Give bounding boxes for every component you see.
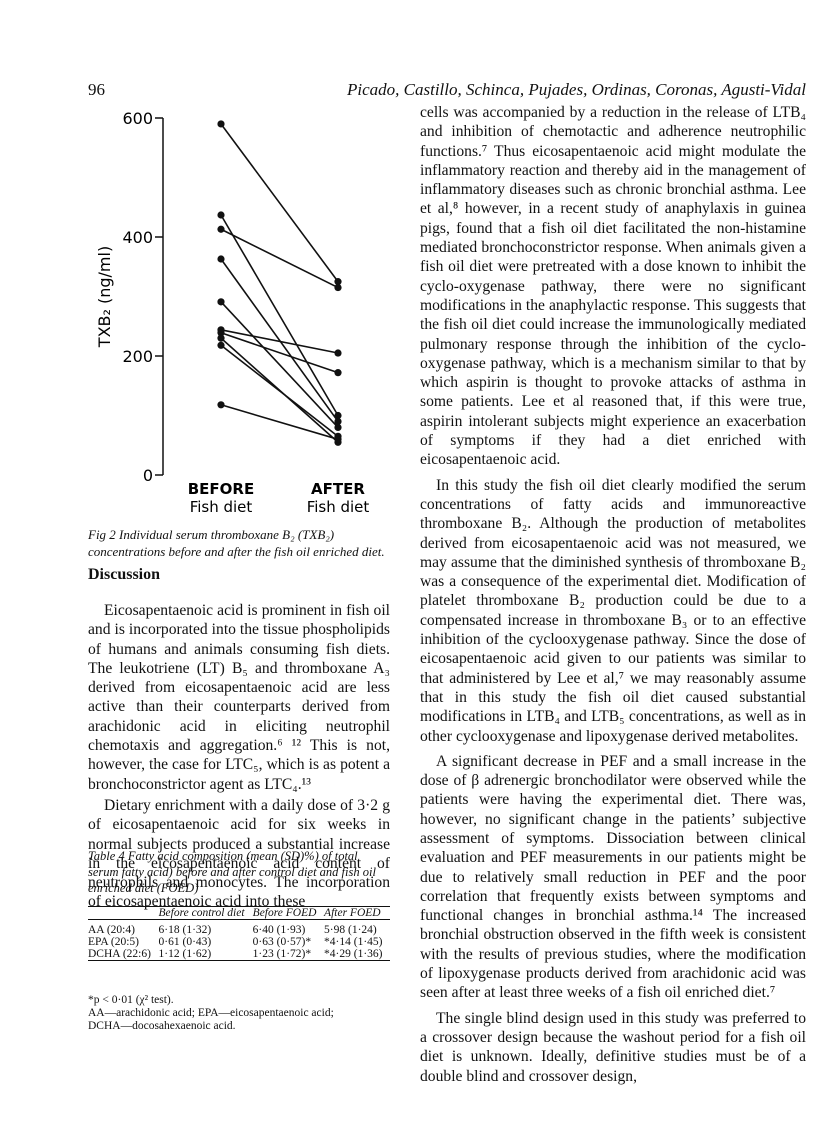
data-point bbox=[217, 120, 225, 128]
x-tick-label: BEFORE bbox=[188, 480, 254, 498]
left-column: Eicosapentaenoic acid is prominent in fi… bbox=[88, 601, 390, 912]
footnote: AA—arachidonic acid; EPA—eicosapentaenoi… bbox=[88, 1007, 334, 1019]
data-point bbox=[334, 423, 342, 431]
table-row: AA (20:4) 6·18 (1·32) 6·40 (1·93) 5·98 (1·2… bbox=[88, 920, 390, 936]
data-point bbox=[334, 283, 342, 292]
data-point bbox=[334, 369, 342, 377]
figure-caption: Fig 2 Individual serum thromboxane B₂ (T… bbox=[88, 527, 385, 559]
table-header-cell: Before FOED bbox=[252, 907, 317, 919]
table-title: Table 4 Fatty acid composition (mean (SD… bbox=[88, 849, 376, 895]
data-point bbox=[334, 278, 342, 286]
running-title: Picado, Castillo, Schinca, Pujades, Ordi… bbox=[347, 80, 806, 99]
data-point bbox=[217, 225, 225, 233]
data-point bbox=[334, 411, 342, 420]
paragraph: Dietary enrichment with a daily dose of … bbox=[88, 796, 390, 911]
data-point bbox=[217, 341, 225, 349]
table-cell: 0·63 (0·57)* bbox=[252, 936, 312, 948]
data-point bbox=[334, 349, 342, 357]
paragraph: cells was accompanied by a reduction in … bbox=[420, 104, 806, 469]
paragraph: In this study the fish oil diet clearly … bbox=[420, 476, 806, 745]
y-axis-label: TXB₂ (ng/ml) bbox=[95, 246, 114, 348]
x-tick-sublabel: Fish diet bbox=[307, 498, 370, 516]
data-point bbox=[217, 334, 225, 342]
table-footnotes: *p < 0·01 (χ² test). AA—arachidonic acid;… bbox=[88, 994, 390, 1033]
right-column: cells was accompanied by a reduction in … bbox=[420, 103, 806, 1086]
data-point bbox=[217, 255, 225, 263]
table-cell: *4·29 (1·36) bbox=[324, 948, 383, 960]
page-number: 96 bbox=[88, 80, 105, 99]
y-tick-label: 600 bbox=[122, 109, 153, 128]
data-point bbox=[334, 417, 342, 426]
table-cell: 1·12 (1·62) bbox=[158, 948, 212, 960]
table-cell: 1·23 (1·72)* bbox=[252, 948, 312, 960]
table-cell: *4·14 (1·45) bbox=[324, 936, 383, 948]
table-header-cell: Before control diet bbox=[158, 907, 245, 919]
table-cell: 6·40 (1·93) bbox=[252, 924, 306, 936]
section-heading: Discussion bbox=[88, 566, 161, 583]
table-header-cell: After FOED bbox=[324, 907, 381, 919]
subject-line bbox=[220, 123, 339, 283]
footnote: DCHA—docosahexaenoic acid. bbox=[88, 1020, 236, 1032]
subject-line bbox=[220, 258, 339, 422]
subject-line bbox=[220, 404, 339, 441]
table-cell: 5·98 (1·24) bbox=[324, 924, 377, 936]
y-tick-label: 400 bbox=[122, 228, 153, 247]
subject-line bbox=[220, 214, 339, 416]
data-point bbox=[217, 211, 225, 219]
data-point bbox=[334, 435, 342, 443]
table-cell: AA (20:4) bbox=[88, 924, 135, 936]
table-cell: 0·61 (0·43) bbox=[158, 936, 212, 948]
table-cell: 6·18 (1·32) bbox=[158, 924, 212, 936]
table-row: DCHA (22:6) 1·12 (1·62) 1·23 (1·72)* *4·29 … bbox=[88, 948, 390, 961]
table-row: EPA (20:5) 0·61 (0·43) 0·63 (0·57)* *4·14 (… bbox=[88, 936, 390, 948]
data-point bbox=[217, 298, 225, 306]
paragraph: The single blind design used in this stu… bbox=[420, 1009, 806, 1085]
subject-line bbox=[220, 344, 339, 437]
paragraph: Eicosapentaenoic acid is prominent in fi… bbox=[88, 602, 390, 793]
data-point bbox=[217, 401, 225, 409]
subject-line bbox=[220, 228, 339, 289]
table-header-row: Before control diet Before FOED After FOED bbox=[88, 907, 390, 920]
table-cell: EPA (20:5) bbox=[88, 936, 140, 948]
table-block: Before control diet Before FOED After FOED… bbox=[88, 906, 390, 961]
y-tick-label: 0 bbox=[143, 466, 153, 485]
footnote: *p < 0·01 (χ² test). bbox=[88, 994, 174, 1006]
table-cell: DCHA (22:6) bbox=[88, 948, 151, 960]
y-tick-label: 200 bbox=[122, 347, 153, 366]
table-header-cell bbox=[88, 907, 159, 920]
table: Before control diet Before FOED After FOED… bbox=[88, 906, 390, 961]
paragraph: A significant decrease in PEF and a smal… bbox=[420, 752, 806, 1002]
data-point bbox=[217, 329, 225, 337]
x-tick-label: AFTER bbox=[311, 480, 365, 498]
subject-line bbox=[220, 332, 339, 374]
x-tick-sublabel: Fish diet bbox=[190, 498, 253, 516]
subject-line bbox=[220, 301, 339, 428]
subject-line bbox=[220, 329, 339, 354]
